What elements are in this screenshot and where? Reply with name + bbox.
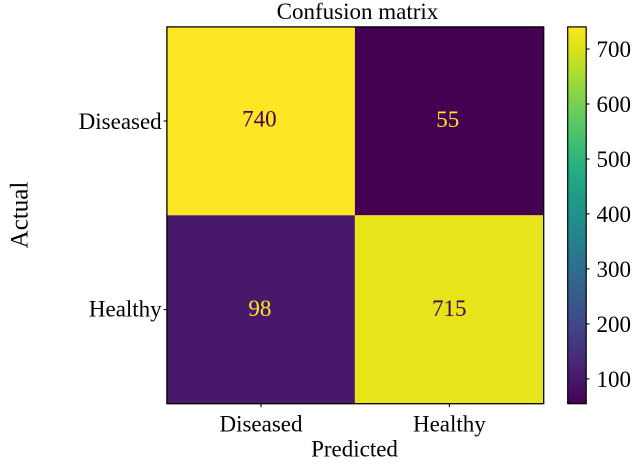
svg-text:55: 55 — [436, 107, 459, 132]
svg-text:500: 500 — [597, 147, 632, 172]
svg-text:300: 300 — [597, 257, 632, 282]
svg-text:Healthy: Healthy — [89, 297, 162, 322]
svg-text:715: 715 — [432, 296, 467, 321]
svg-text:Diseased: Diseased — [79, 109, 163, 134]
svg-text:98: 98 — [248, 296, 271, 321]
svg-text:700: 700 — [597, 37, 632, 62]
svg-text:600: 600 — [597, 92, 632, 117]
svg-text:Healthy: Healthy — [413, 411, 486, 436]
svg-text:Confusion matrix: Confusion matrix — [277, 0, 439, 24]
svg-text:200: 200 — [597, 312, 632, 337]
svg-text:Diseased: Diseased — [219, 411, 303, 436]
svg-text:Predicted: Predicted — [311, 437, 398, 462]
svg-text:400: 400 — [597, 202, 632, 227]
svg-text:Actual: Actual — [7, 182, 34, 249]
svg-text:100: 100 — [597, 367, 632, 392]
svg-text:740: 740 — [242, 106, 277, 131]
